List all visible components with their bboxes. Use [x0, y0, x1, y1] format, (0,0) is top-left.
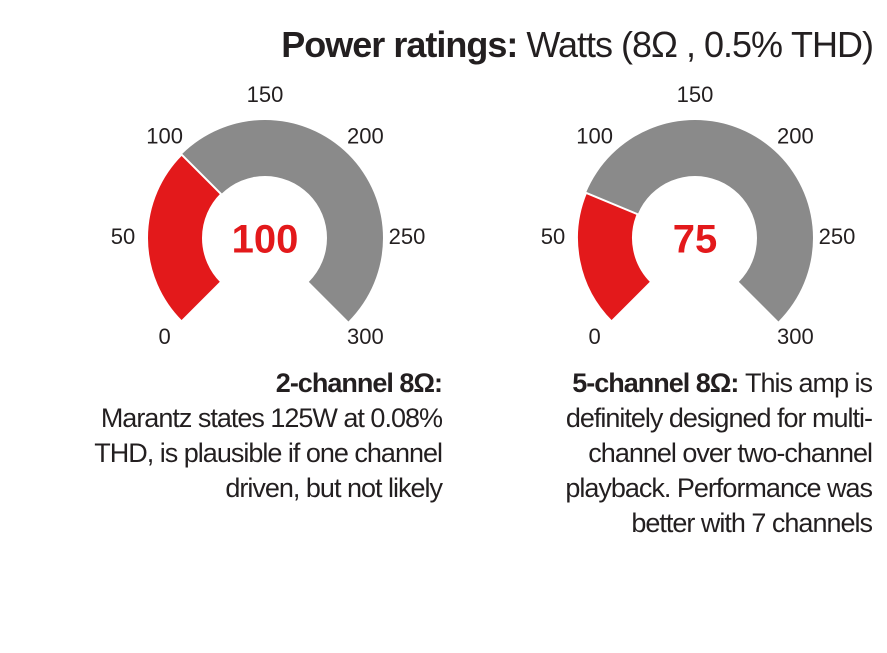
- tick-label: 200: [777, 123, 814, 148]
- subtitle: Watts (8Ω , 0.5% THD): [526, 24, 874, 65]
- tick-label: 150: [677, 82, 714, 107]
- tick-label: 150: [247, 82, 284, 107]
- title: Power ratings:: [281, 24, 518, 65]
- caption-block: 5-channel 8Ω: This amp is definitely des…: [525, 366, 873, 541]
- caption-title: 5-channel 8Ω:: [572, 368, 739, 398]
- gauge-value-label: 75: [673, 218, 718, 262]
- title-line: Power ratings: Watts (8Ω , 0.5% THD): [281, 24, 874, 66]
- tick-label: 300: [347, 324, 384, 349]
- gauge-value: [146, 153, 223, 323]
- tick-label: 0: [158, 324, 170, 349]
- caption-title: 2-channel 8Ω:: [275, 368, 443, 398]
- caption: This amp is definitely designed for mult…: [565, 368, 873, 538]
- tick-label: 300: [777, 324, 814, 349]
- caption-block: 2-channel 8Ω: Marantz states 125W at 0.08…: [90, 366, 443, 506]
- caption: Marantz states 125W at 0.08% THD, is pla…: [94, 403, 443, 503]
- tick-label: 200: [347, 123, 384, 148]
- tick-label: 50: [541, 224, 565, 249]
- tick-label: 250: [819, 224, 856, 249]
- tick-label: 100: [576, 123, 613, 148]
- tick-label: 250: [389, 224, 426, 249]
- tick-label: 50: [111, 224, 135, 249]
- tick-label: 100: [146, 123, 183, 148]
- tick-label: 0: [588, 324, 600, 349]
- gauge-value: [576, 191, 653, 323]
- gauge-value-label: 100: [232, 218, 299, 262]
